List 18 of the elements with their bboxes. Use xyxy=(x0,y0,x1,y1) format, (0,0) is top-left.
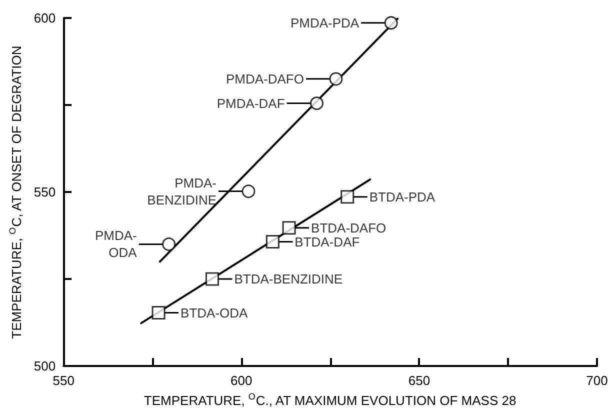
annotation: BTDA-DAF xyxy=(294,234,360,250)
annotation: PMDA-DAFO xyxy=(226,71,304,86)
x-tick-label: 600 xyxy=(230,373,252,388)
annotation: BTDA-BENZIDINE xyxy=(234,272,343,286)
annotation: PMDA-DAF xyxy=(216,96,285,111)
annotation: PMDA- BENZIDINE xyxy=(147,175,217,208)
annotation: BTDA-PDA xyxy=(369,189,436,204)
annotation: BTDA-ODA xyxy=(180,305,248,320)
x-tick-label: 650 xyxy=(408,373,430,388)
annotation: BTDA-DAFO xyxy=(311,220,386,236)
annotation: PMDA-PDA xyxy=(290,15,360,30)
y-tick-label: 500 xyxy=(34,358,56,374)
y-tick-label: 600 xyxy=(34,10,56,26)
y-tick-label: 550 xyxy=(34,184,56,200)
annotation: PMDA- ODA xyxy=(94,228,138,260)
x-tick-label: 700 xyxy=(586,373,608,388)
x-tick-label: 550 xyxy=(52,373,74,388)
y-axis-title: TEMPERATURE, OC, AT ONSET OF DEGRATION xyxy=(8,46,24,339)
